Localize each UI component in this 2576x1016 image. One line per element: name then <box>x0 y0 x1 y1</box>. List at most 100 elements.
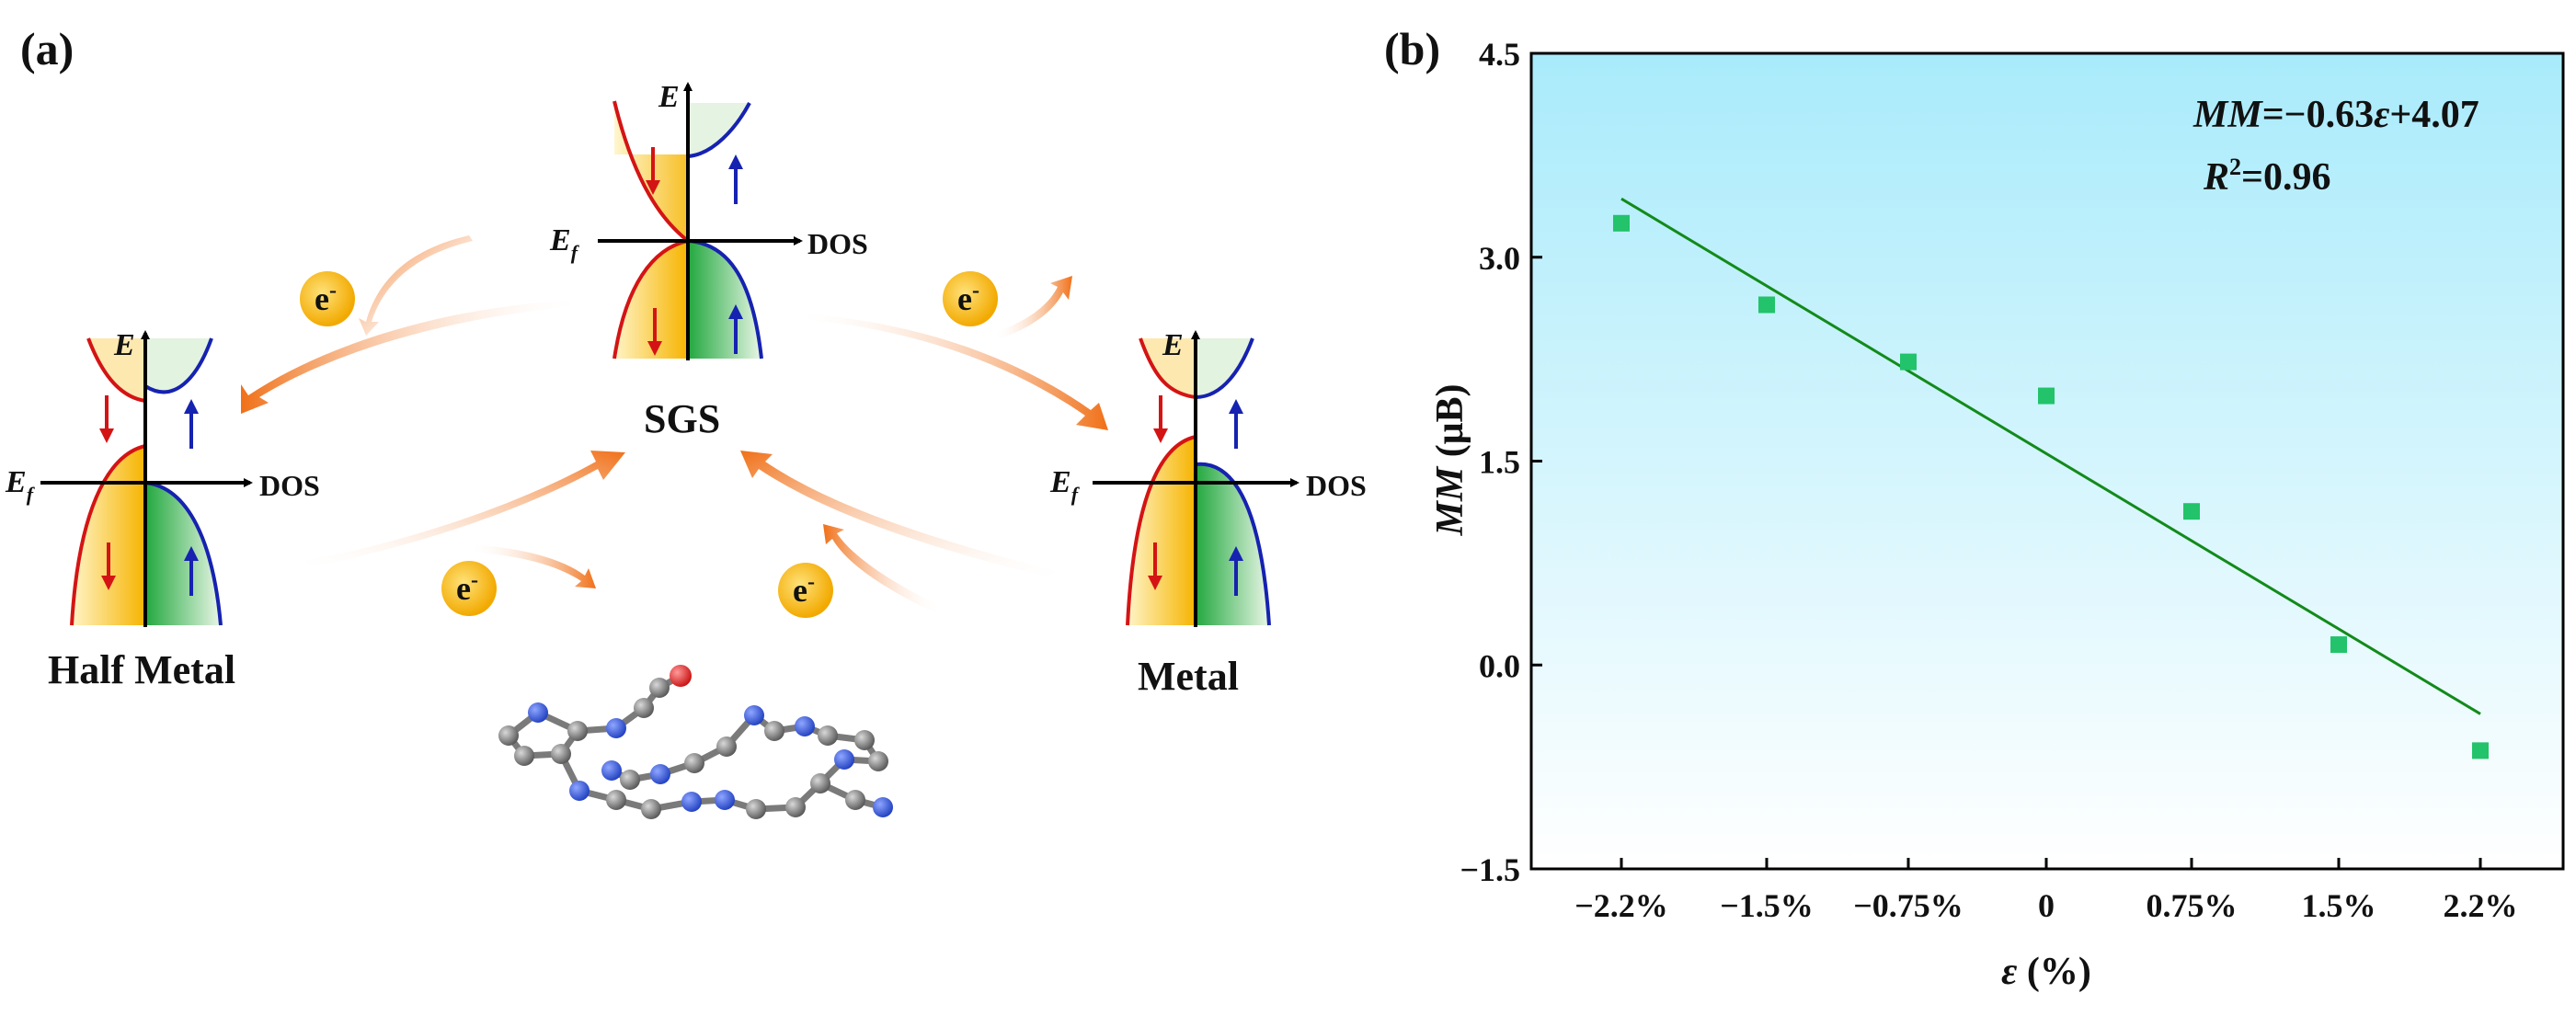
metal-e-axis-label: E <box>1162 328 1184 362</box>
metal-title: Metal <box>1138 654 1239 699</box>
sgs-up-conduction-band <box>687 102 751 158</box>
data-point <box>2183 503 2200 520</box>
atoms <box>498 665 893 819</box>
panel-a-label: (a) <box>20 23 74 74</box>
electron-label: e- <box>793 570 815 609</box>
y-tick-label: 3.0 <box>1479 240 1520 277</box>
sgs-up-valence-band <box>687 239 763 360</box>
arrow-sgs-to-halfmetal <box>241 300 589 414</box>
data-point <box>1758 296 1775 314</box>
y-tick-label: 0.0 <box>1479 647 1520 684</box>
sgs-up-valence-fill <box>688 241 761 359</box>
sgs-band-diagram: E Ef DOS SGS <box>549 80 868 441</box>
y-axis-ticks: −1.5 0.0 1.5 3.0 4.5 <box>1460 36 1542 888</box>
data-point <box>1900 353 1917 371</box>
arrow-halfmetal-to-sgs <box>292 451 625 570</box>
hm-down-valence-fill <box>72 446 145 625</box>
sgs-down-conduction-band <box>613 100 690 243</box>
data-points <box>1613 214 2489 759</box>
hm-dos-label: DOS <box>259 469 320 502</box>
metal-dos-label: DOS <box>1306 469 1367 502</box>
y-tick-label: −1.5 <box>1460 851 1520 888</box>
metal-spin-up-arrow-upper <box>1229 399 1243 449</box>
metal-down-valence-band <box>1126 435 1196 626</box>
x-axis-ticks: −2.2% −1.5% −0.75% 0 0.75% 1.5% 2.2% <box>1574 858 2518 924</box>
metal-fermi-label: Ef <box>1049 465 1081 506</box>
oxygen-atom <box>670 665 692 687</box>
hm-up-conduction-fill <box>145 338 212 393</box>
hm-up-valence-fill <box>145 483 221 625</box>
mm-vs-strain-chart: −1.5 0.0 1.5 3.0 4.5 −2.2% −1.5% −0.75% 0 0.75% 1… <box>1429 36 2565 993</box>
hm-spin-down-arrow-lower <box>101 542 116 590</box>
half-metal-band-diagram: E Ef DOS Half Metal <box>5 328 320 692</box>
metal-up-conduction-band <box>1195 337 1254 399</box>
half-metal-title: Half Metal <box>48 647 235 692</box>
x-tick-label: 0.75% <box>2147 887 2238 924</box>
metal-down-conduction-fill <box>1140 338 1196 397</box>
data-point <box>1613 214 1630 232</box>
molecule-structure-image <box>498 665 893 819</box>
electron-ball-2: e- <box>943 271 998 326</box>
plot-area <box>1529 51 2565 871</box>
metal-spin-down-arrow-lower <box>1148 542 1162 590</box>
x-tick-label: 1.5% <box>2302 887 2376 924</box>
hm-down-valence-band <box>70 444 146 626</box>
panel-b-label: (b) <box>1384 23 1440 74</box>
data-point <box>2038 387 2055 405</box>
transition-arrows <box>241 235 1108 614</box>
fit-equation: MM=−0.63ε+4.07 <box>2192 94 2479 136</box>
hm-down-conduction-band <box>86 337 146 403</box>
metal-band-diagram: E Ef DOS Metal <box>1049 328 1367 699</box>
sgs-dos-label: DOS <box>807 227 868 260</box>
y-tick-label: 1.5 <box>1479 444 1520 481</box>
sgs-down-valence-fill <box>614 241 688 359</box>
y-tick-label: 4.5 <box>1479 36 1520 73</box>
arrow-metal-to-sgs <box>740 451 1067 581</box>
hm-down-conduction-fill <box>88 338 145 401</box>
electron-label: e- <box>957 279 979 317</box>
electron-label: e- <box>315 279 337 317</box>
electron-ball-1: e- <box>300 271 355 326</box>
metal-spin-down-arrow-upper <box>1153 395 1168 443</box>
arrow-small-lower-left <box>469 544 596 588</box>
electron-ball-4: e- <box>778 563 833 618</box>
hm-e-axis-label: E <box>113 328 135 362</box>
x-axis-title: ε (%) <box>2001 951 2091 993</box>
sgs-spin-down-arrow-upper <box>646 147 660 195</box>
metal-up-valence-fill <box>1196 463 1269 625</box>
r-squared: R2=0.96 <box>2203 154 2330 199</box>
hm-spin-down-arrow-upper <box>99 395 114 443</box>
hm-up-conduction-band <box>143 337 213 394</box>
sgs-title: SGS <box>644 396 720 441</box>
sgs-fermi-label: Ef <box>549 223 580 264</box>
x-tick-label: −1.5% <box>1720 887 1814 924</box>
electron-ball-3: e- <box>441 561 497 616</box>
sgs-down-valence-band <box>613 239 689 360</box>
sgs-up-conduction-fill <box>688 103 750 156</box>
linear-fit-line <box>1620 197 2481 715</box>
arrow-small-lower-right <box>823 524 942 614</box>
metal-down-conduction-band <box>1139 337 1196 399</box>
sgs-spin-up-arrow-lower <box>728 304 743 354</box>
x-tick-label: −0.75% <box>1853 887 1963 924</box>
x-tick-label: −2.2% <box>1574 887 1668 924</box>
hm-fermi-label: Ef <box>5 465 36 506</box>
sgs-spin-up-arrow-upper <box>728 154 743 204</box>
x-tick-label: 0 <box>2038 887 2055 924</box>
data-point <box>2330 636 2347 654</box>
x-tick-label: 2.2% <box>2444 887 2518 924</box>
sgs-spin-down-arrow-lower <box>647 308 662 356</box>
data-point <box>2472 742 2489 759</box>
metal-spin-up-arrow-lower <box>1229 546 1243 596</box>
sgs-e-axis-label: E <box>658 80 680 114</box>
electron-label: e- <box>456 568 478 607</box>
metal-up-conduction-fill <box>1196 338 1253 397</box>
arrow-small-upper-left <box>359 235 473 336</box>
y-axis-title: MM (μB) <box>1429 384 1471 537</box>
hm-spin-up-arrow-lower <box>184 546 199 596</box>
hm-spin-up-arrow-upper <box>184 399 199 449</box>
arrow-sgs-to-metal <box>791 313 1108 430</box>
metal-up-valence-band <box>1195 462 1271 626</box>
arrow-small-upper-right <box>993 276 1072 340</box>
